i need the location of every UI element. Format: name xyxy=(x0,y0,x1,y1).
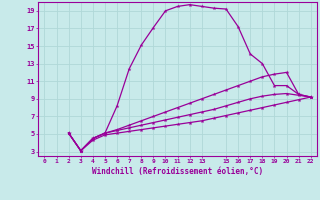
X-axis label: Windchill (Refroidissement éolien,°C): Windchill (Refroidissement éolien,°C) xyxy=(92,167,263,176)
